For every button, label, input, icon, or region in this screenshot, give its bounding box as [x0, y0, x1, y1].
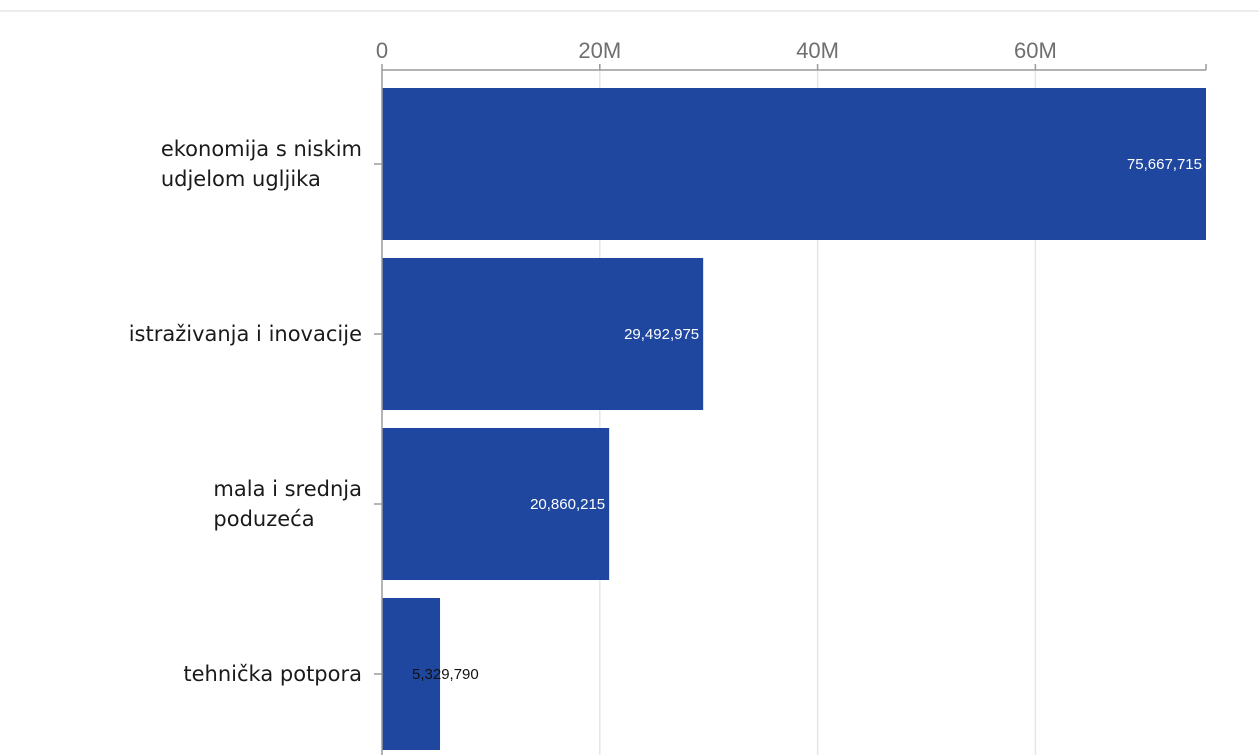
x-tick-label: 60M — [1014, 38, 1057, 63]
data-label: 5,329,790 — [412, 666, 479, 683]
category-label: ekonomija s niskim udjelom ugljika — [161, 137, 362, 191]
bar — [382, 88, 1206, 240]
bars — [382, 88, 1206, 750]
x-tick-label: 0 — [376, 38, 388, 63]
category-label: istraživanja i inovacije — [129, 322, 362, 346]
bar — [382, 258, 704, 410]
axes: 0 20M 40M 60M — [374, 38, 1207, 755]
x-tick-label: 40M — [796, 38, 839, 63]
category-label: mala i srednja poduzeća — [213, 477, 362, 531]
data-label: 75,667,715 — [1127, 156, 1202, 173]
x-tick-label: 20M — [578, 38, 621, 63]
labels: ekonomija s niskim udjelom ugljika 75,667,… — [129, 137, 1202, 686]
bar — [382, 428, 610, 580]
data-label: 29,492,975 — [624, 326, 699, 343]
data-label: 20,860,215 — [530, 496, 605, 513]
category-label: tehnička potpora — [183, 662, 362, 686]
bar — [382, 598, 441, 750]
